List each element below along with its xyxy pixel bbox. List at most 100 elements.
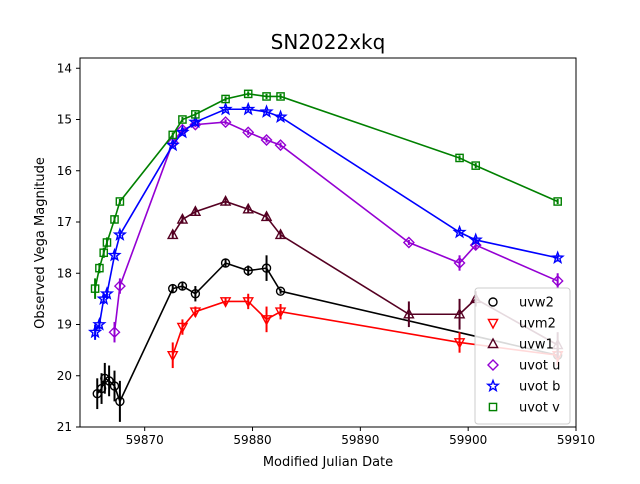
data-point — [242, 126, 255, 139]
data-point — [453, 307, 466, 319]
data-point — [276, 92, 285, 101]
data-point — [113, 280, 126, 293]
x-tick-label: 59900 — [449, 433, 487, 447]
data-point — [259, 104, 274, 118]
data-point — [189, 118, 202, 131]
data-point — [275, 286, 286, 296]
y-tick-label: 19 — [57, 318, 72, 332]
data-point — [261, 263, 272, 273]
x-tick-label: 59910 — [557, 433, 595, 447]
data-point — [218, 101, 233, 116]
data-point — [274, 228, 287, 240]
data-point — [453, 338, 466, 349]
legend-item: uvw2 — [488, 296, 554, 311]
data-point — [550, 250, 565, 264]
data-point — [262, 92, 271, 101]
series-uvw2 — [92, 255, 563, 422]
legend-marker — [487, 359, 499, 371]
y-tick-label: 18 — [57, 266, 72, 280]
data-point — [220, 258, 231, 268]
data-point — [402, 236, 415, 249]
y-tick-label: 15 — [57, 113, 72, 127]
series-line — [94, 93, 558, 289]
data-point — [551, 274, 564, 287]
legend-item: uvot u — [487, 359, 560, 374]
data-point — [99, 248, 109, 258]
legend-label: uvm2 — [519, 317, 556, 332]
y-tick-label: 20 — [57, 369, 72, 383]
legend-item: uvw1 — [487, 337, 554, 353]
data-point — [243, 265, 253, 276]
data-point — [115, 197, 125, 206]
data-point — [243, 89, 253, 99]
data-point — [166, 228, 179, 240]
series-uvot-b — [87, 101, 565, 340]
data-point — [553, 197, 562, 206]
data-point — [260, 315, 273, 326]
data-point — [168, 283, 178, 294]
data-point — [219, 116, 232, 129]
x-axis-label: Modified Julian Date — [263, 455, 393, 470]
data-point — [108, 326, 121, 339]
data-point — [221, 94, 230, 104]
x-tick-label: 59870 — [126, 433, 164, 447]
data-point — [115, 396, 125, 407]
legend-label: uvw1 — [519, 338, 554, 353]
legend-marker — [487, 337, 499, 349]
legend-box — [474, 287, 571, 425]
data-point — [188, 114, 203, 129]
legend-item: uvot b — [485, 378, 560, 395]
data-point — [219, 297, 232, 308]
data-point — [260, 210, 273, 222]
series-uvm2 — [166, 293, 564, 369]
series-uvot-v — [90, 89, 562, 299]
data-point — [219, 195, 232, 206]
data-point — [102, 238, 112, 247]
data-point — [107, 247, 122, 262]
data-point — [90, 284, 100, 293]
data-point — [453, 257, 466, 269]
data-point — [471, 161, 481, 170]
data-point — [104, 376, 114, 386]
data-point — [112, 227, 128, 241]
x-tick-label: 59880 — [233, 433, 271, 447]
data-point — [95, 263, 104, 273]
y-tick-label: 14 — [57, 61, 72, 75]
data-point — [242, 202, 254, 214]
data-point — [165, 137, 180, 152]
data-point — [452, 224, 467, 239]
legend-item: uvot v — [488, 401, 560, 416]
legend-item: uvm2 — [487, 317, 556, 332]
data-point — [403, 307, 415, 319]
data-point — [110, 215, 119, 224]
legend-marker — [488, 297, 498, 307]
data-point — [241, 101, 256, 116]
data-point — [87, 324, 103, 339]
y-axis-label: Observed Vega Magnitude — [33, 157, 48, 329]
data-point — [176, 322, 189, 334]
data-point — [191, 110, 200, 119]
y-tick-label: 17 — [57, 215, 72, 229]
legend-marker — [487, 318, 499, 330]
data-point — [177, 281, 188, 291]
data-point — [166, 350, 179, 362]
data-point — [175, 124, 190, 139]
data-point — [455, 153, 464, 163]
y-axis-ticks: 14 15 16 17 18 19 20 21 — [57, 61, 80, 434]
data-point — [468, 232, 483, 247]
data-point — [274, 307, 287, 319]
x-tick-label: 59890 — [341, 433, 379, 447]
data-point — [190, 289, 201, 299]
legend-marker — [485, 378, 501, 393]
x-axis-ticks: 59870 59880 59890 59900 59910 — [126, 427, 595, 447]
y-tick-label: 16 — [57, 164, 72, 178]
data-point — [274, 139, 287, 152]
legend-label: uvot u — [519, 359, 560, 374]
legend-label: uvot b — [519, 380, 560, 395]
legend-label: uvw2 — [519, 296, 554, 311]
plot-area-frame — [79, 57, 577, 428]
data-point — [99, 286, 115, 300]
chart-title: SN2022xkq — [271, 30, 386, 54]
data-point — [178, 115, 187, 124]
